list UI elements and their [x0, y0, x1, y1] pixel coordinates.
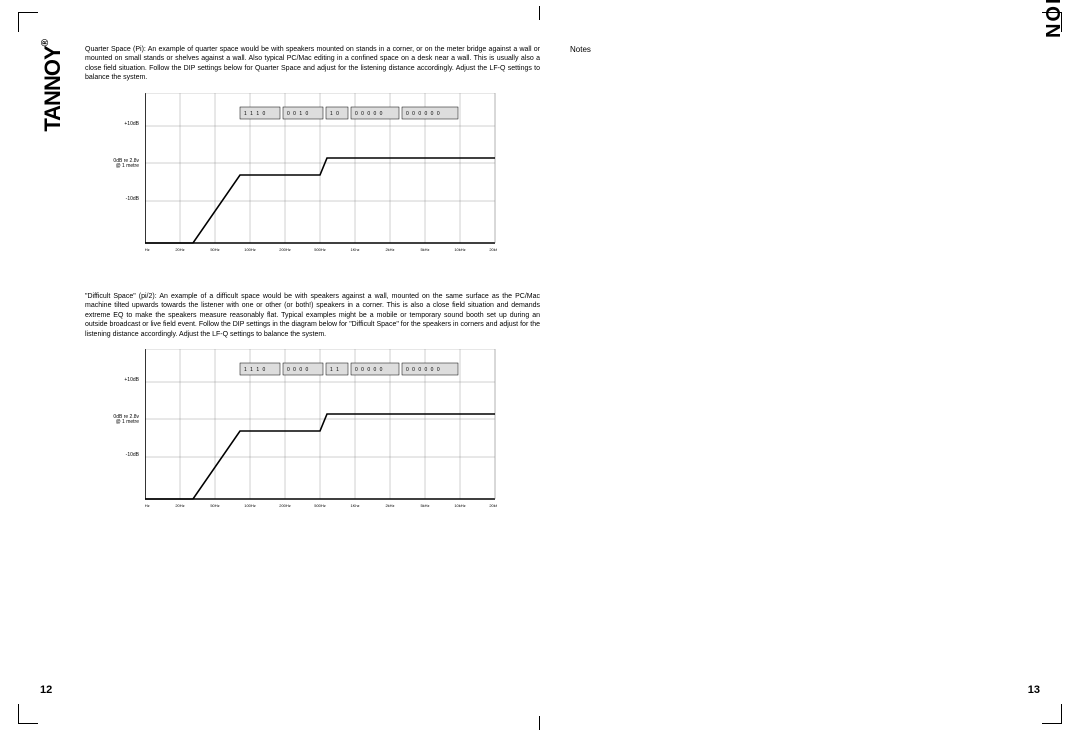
response-chart-svg: 1 1 1 0 0 0 1 0 1 0 0 0 0 0 0 0 0 0 0 0 0 10H… — [145, 93, 497, 257]
svg-text:2kHz: 2kHz — [385, 503, 394, 508]
svg-text:1 1 1 0: 1 1 1 0 — [244, 367, 266, 373]
svg-text:5kHz: 5kHz — [420, 247, 429, 252]
svg-text:1Khz: 1Khz — [350, 503, 359, 508]
svg-text:2kHz: 2kHz — [385, 247, 394, 252]
svg-text:50Hz: 50Hz — [210, 503, 219, 508]
response-chart-svg: 1 1 1 0 0 0 0 0 1 1 0 0 0 0 0 0 0 0 0 0 0 10H… — [145, 349, 497, 513]
page-number-right: 13 — [1028, 684, 1040, 696]
svg-text:200Hz: 200Hz — [279, 247, 291, 252]
svg-text:0 0 0 0 0: 0 0 0 0 0 — [355, 367, 383, 373]
brand-right-logo: PRECISION — [1040, 0, 1063, 40]
svg-text:10kHz: 10kHz — [454, 503, 465, 508]
y-axis-label: -10dB — [87, 197, 139, 203]
svg-text:20kHz: 20kHz — [489, 247, 497, 252]
svg-text:20Hz: 20Hz — [175, 503, 184, 508]
svg-text:1 0: 1 0 — [330, 111, 340, 117]
svg-text:20Hz: 20Hz — [175, 247, 184, 252]
chart-quarter-space: +10dB0dB re 2.8v@ 1 metre-10dB1 1 1 00 0… — [145, 93, 540, 262]
para1-lead: Quarter Space (Pi): — [85, 46, 146, 53]
svg-text:1 1: 1 1 — [330, 367, 340, 373]
y-axis-label: +10dB — [87, 378, 139, 384]
svg-text:0 0 1 0: 0 0 1 0 — [287, 111, 309, 117]
y-axis-label: -10dB — [87, 453, 139, 459]
svg-text:1Khz: 1Khz — [350, 247, 359, 252]
main-content: Quarter Space (Pi): An example of quarte… — [85, 45, 540, 538]
svg-text:10Hz: 10Hz — [145, 503, 150, 508]
svg-text:5kHz: 5kHz — [420, 503, 429, 508]
svg-text:0 0 0 0 0 0: 0 0 0 0 0 0 — [406, 367, 441, 373]
svg-text:10kHz: 10kHz — [454, 247, 465, 252]
y-axis-label: 0dB re 2.8v@ 1 metre — [87, 415, 139, 426]
svg-text:0 0 0 0 0: 0 0 0 0 0 — [355, 111, 383, 117]
svg-text:1 1 1 0: 1 1 1 0 — [244, 111, 266, 117]
notes-heading: Notes — [570, 45, 591, 54]
svg-text:10Hz: 10Hz — [145, 247, 150, 252]
para1-body: An example of quarter space would be wit… — [85, 46, 540, 81]
svg-text:100Hz: 100Hz — [244, 503, 256, 508]
svg-text:0 0 0 0: 0 0 0 0 — [287, 367, 309, 373]
y-axis-label: 0dB re 2.8v@ 1 metre — [87, 159, 139, 170]
svg-text:200Hz: 200Hz — [279, 503, 291, 508]
svg-text:50Hz: 50Hz — [210, 247, 219, 252]
para2-lead: "Difficult Space" (pi/2): — [85, 293, 157, 300]
page-number-left: 12 — [40, 684, 52, 696]
svg-text:20kHz: 20kHz — [489, 503, 497, 508]
y-axis-label: +10dB — [87, 122, 139, 128]
svg-text:500Hz: 500Hz — [314, 247, 326, 252]
paragraph-difficult-space: "Difficult Space" (pi/2): An example of … — [85, 292, 540, 339]
svg-text:0 0 0 0 0 0: 0 0 0 0 0 0 — [406, 111, 441, 117]
brand-left-logo: TANNOY® — [40, 40, 66, 132]
chart-difficult-space: +10dB0dB re 2.8v@ 1 metre-10dB1 1 1 00 0… — [145, 349, 540, 518]
paragraph-quarter-space: Quarter Space (Pi): An example of quarte… — [85, 45, 540, 83]
svg-text:100Hz: 100Hz — [244, 247, 256, 252]
svg-text:500Hz: 500Hz — [314, 503, 326, 508]
